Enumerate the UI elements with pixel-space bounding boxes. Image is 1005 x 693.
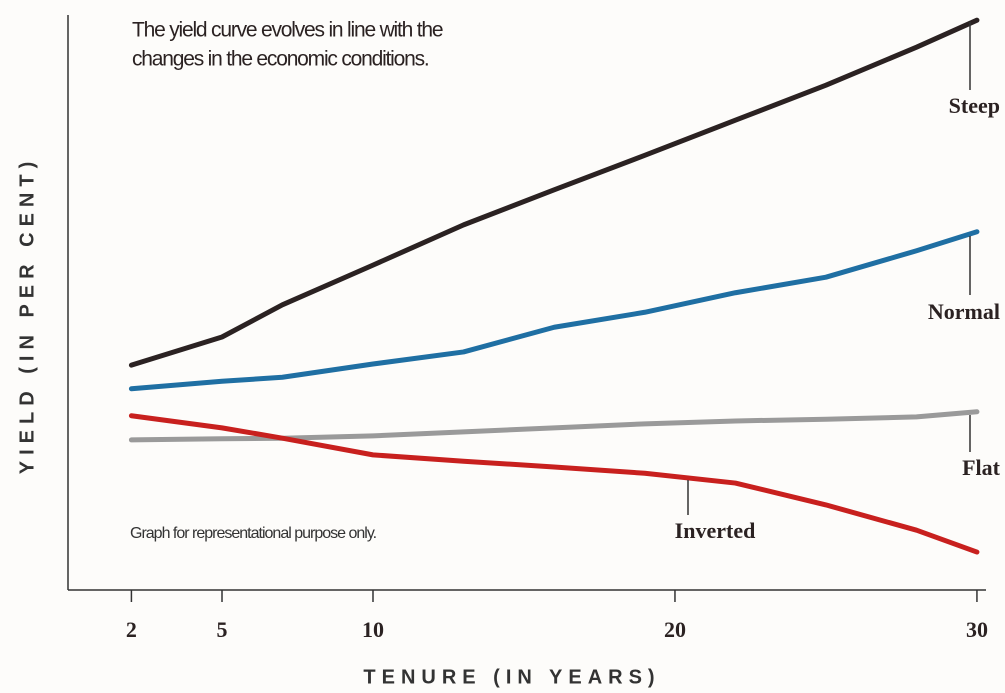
x-tick-label: 30 [966,617,988,642]
annotation: The yield curve evolves in line with the [132,19,443,42]
series-label: Flat [962,455,1001,480]
x-tick-label: 10 [362,617,384,642]
x-tick-label: 20 [664,617,686,642]
annotation: changes in the economic conditions. [132,48,429,71]
series-line [128,17,980,368]
note: Graph for representational purpose only. [130,525,376,542]
x-tick-label: 2 [126,617,137,642]
series-label: Inverted [675,518,756,543]
series-line [128,413,980,555]
series-label: Normal [928,299,1000,324]
series-line [128,229,980,392]
y-axis-label: YIELD (IN PER CENT) [16,156,38,474]
x-tick-label: 5 [217,617,228,642]
x-axis-label: TENURE (IN YEARS) [363,666,660,688]
series-label: Steep [949,93,1000,118]
series-line [128,409,980,443]
